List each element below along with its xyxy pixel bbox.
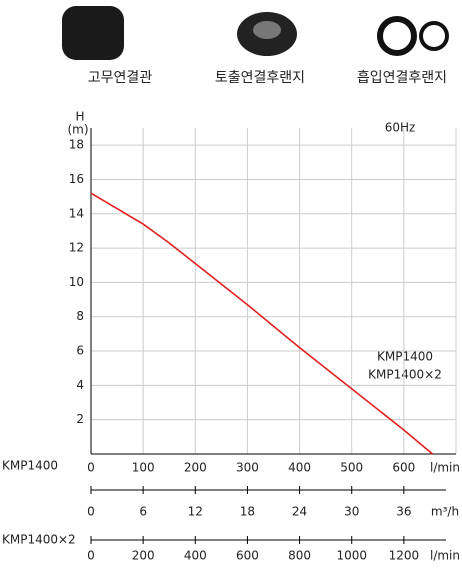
y-tick-label: 12	[69, 241, 84, 255]
secondary-tick-label: 24	[292, 505, 307, 519]
y-tick-label: 6	[76, 344, 84, 358]
accessory-label: 토출연결후랜지	[215, 70, 305, 86]
x-tick-label: 300	[236, 461, 259, 475]
x-tick-label: 100	[132, 461, 155, 475]
annotation: 60Hz	[385, 121, 416, 135]
y-axis-unit: (m)	[67, 123, 88, 137]
y-tick-label: 16	[69, 172, 84, 186]
secondary-tick-label: 1000	[336, 549, 367, 563]
gasket-icon	[419, 21, 449, 51]
accessory-icons	[62, 6, 449, 60]
secondary-tick-label: 36	[396, 505, 411, 519]
accessory-label: 흡입연결후랜지	[357, 70, 447, 86]
annotation: KMP1400	[377, 350, 433, 364]
accessory-label: 고무연결관	[88, 70, 153, 86]
x-tick-label: 500	[340, 461, 363, 475]
secondary-axis-name: KMP1400	[2, 459, 58, 473]
secondary-axis-unit: m³/h	[431, 505, 459, 519]
secondary-tick-label: 18	[240, 505, 255, 519]
annotation: KMP1400×2	[368, 368, 442, 382]
y-tick-label: 4	[76, 378, 84, 392]
y-tick-label: 18	[69, 138, 84, 152]
secondary-axis-unit: l/min	[430, 549, 460, 563]
secondary-tick-label: 1200	[389, 549, 420, 563]
secondary-tick-label: 600	[236, 549, 259, 563]
y-tick-label: 14	[69, 206, 84, 220]
x-tick-label: 600	[392, 461, 415, 475]
flange-hole	[253, 21, 281, 39]
secondary-tick-label: 800	[288, 549, 311, 563]
secondary-tick-label: 30	[344, 505, 359, 519]
secondary-tick-label: 12	[188, 505, 203, 519]
curve	[90, 192, 434, 455]
y-axis-label: H	[75, 110, 84, 124]
secondary-tick-label: 0	[87, 549, 95, 563]
x-axis-unit: l/min	[430, 461, 460, 475]
secondary-tick-label: 400	[184, 549, 207, 563]
x-tick-label: 0	[87, 461, 95, 475]
y-tick-label: 2	[76, 412, 84, 426]
x-tick-label: 200	[184, 461, 207, 475]
suction-flange-icon	[377, 16, 417, 56]
rubber-connector-icon	[62, 6, 124, 60]
secondary-tick-label: 200	[132, 549, 155, 563]
secondary-tick-label: 0	[87, 505, 95, 519]
y-tick-label: 10	[69, 275, 84, 289]
x-tick-label: 400	[288, 461, 311, 475]
y-tick-label: 8	[76, 309, 84, 323]
secondary-axis-name: KMP1400×2	[2, 533, 76, 547]
secondary-tick-label: 6	[139, 505, 147, 519]
